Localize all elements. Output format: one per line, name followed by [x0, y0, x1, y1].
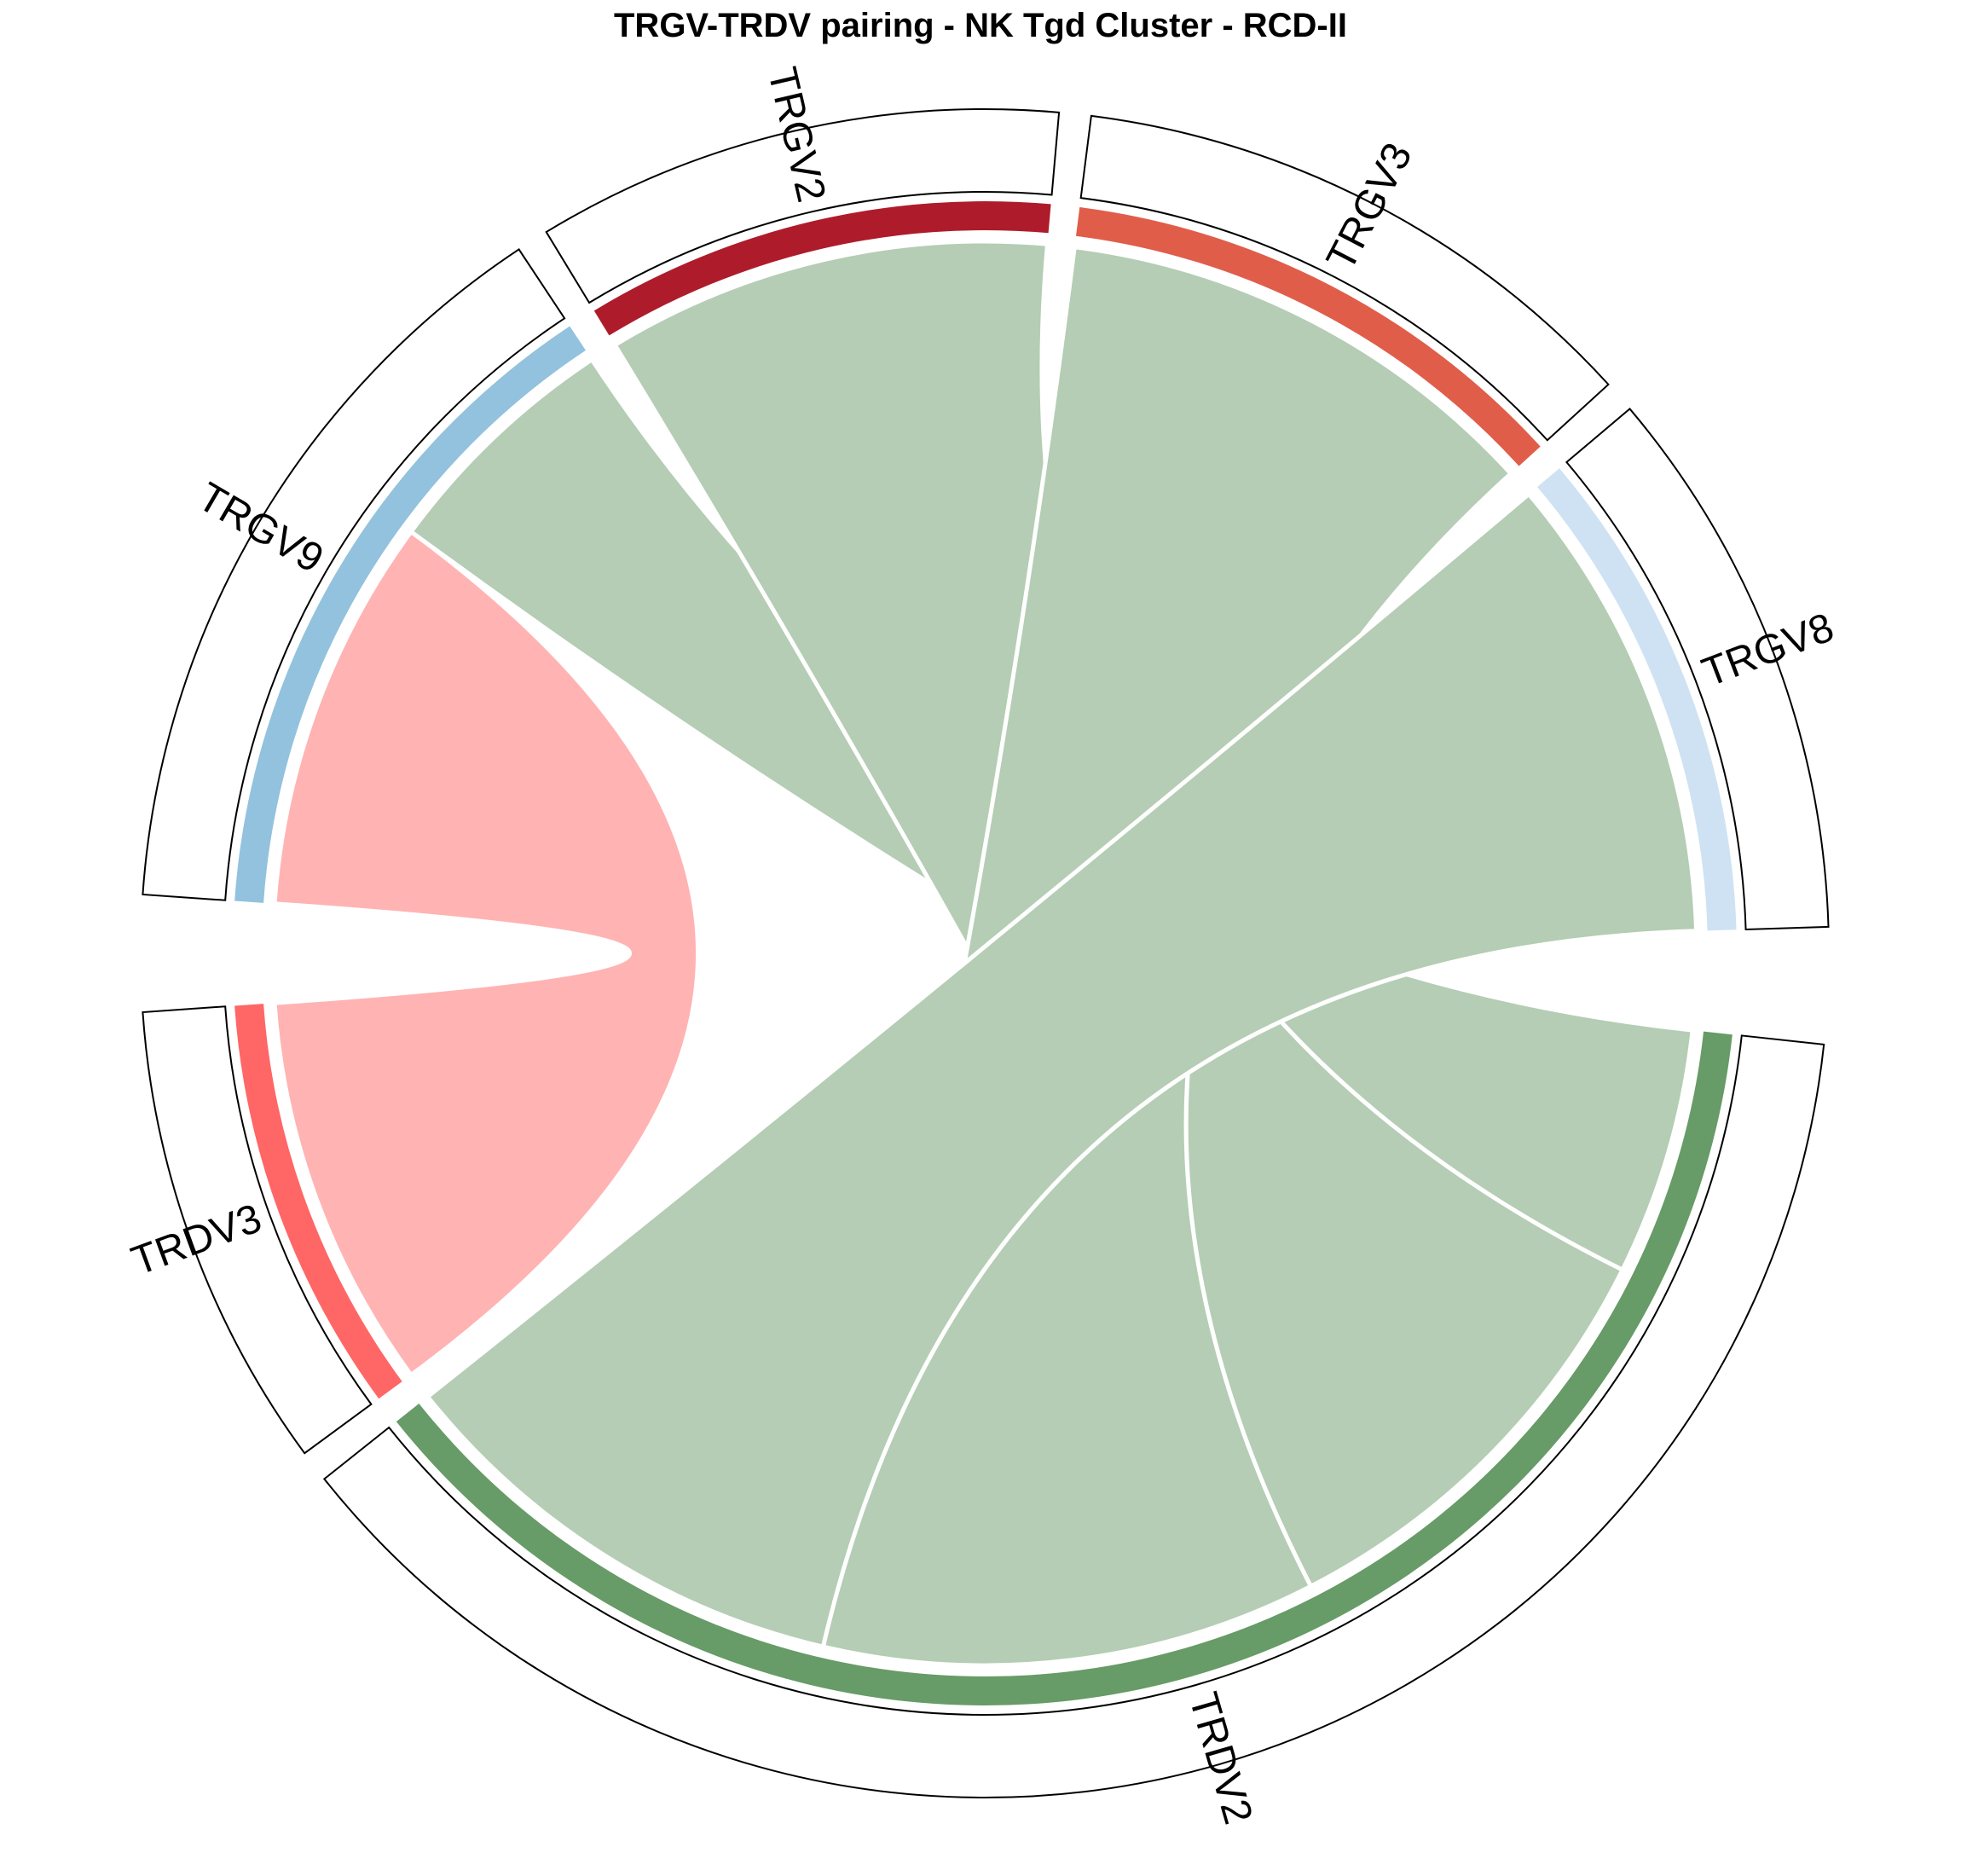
sector-label-trdv3: TRDV3 [126, 1196, 268, 1284]
sector-track-trgv3 [1075, 207, 1541, 466]
sector-track-trgv9 [234, 326, 586, 903]
sector-label-trgv9: TRGV9 [190, 474, 331, 582]
sector-label-box-trdv3 [142, 1005, 373, 1455]
sector-label-trgv3: TRGV3 [1318, 136, 1421, 277]
sector-track-trdv3 [234, 1004, 402, 1399]
sector-label-box-trgv3 [1079, 114, 1610, 442]
sector-label-box-trgv8 [1565, 408, 1830, 930]
sector-label-trdv2: TRDV2 [1180, 1688, 1261, 1829]
sector-track-trgv8 [1537, 468, 1737, 931]
chord-link-trgv8-trdv2 [425, 491, 1699, 1649]
sector-label-trgv8: TRGV8 [1696, 605, 1839, 696]
sector-track-trgv2 [593, 200, 1051, 336]
sector-tracks-layer [142, 108, 1830, 1798]
sector-label-trgv2: TRGV2 [759, 63, 834, 206]
links-layer [272, 239, 1699, 1668]
sector-label-box-trgv2 [545, 108, 1061, 304]
chord-link-trgv9-trdv3 [272, 530, 701, 1377]
chart-title: TRGV-TRDV pairing - NK Tgd Cluster - RCD… [614, 7, 1347, 44]
sector-label-box-trdv2 [322, 1034, 1825, 1798]
sector-label-box-trgv9 [142, 248, 566, 901]
